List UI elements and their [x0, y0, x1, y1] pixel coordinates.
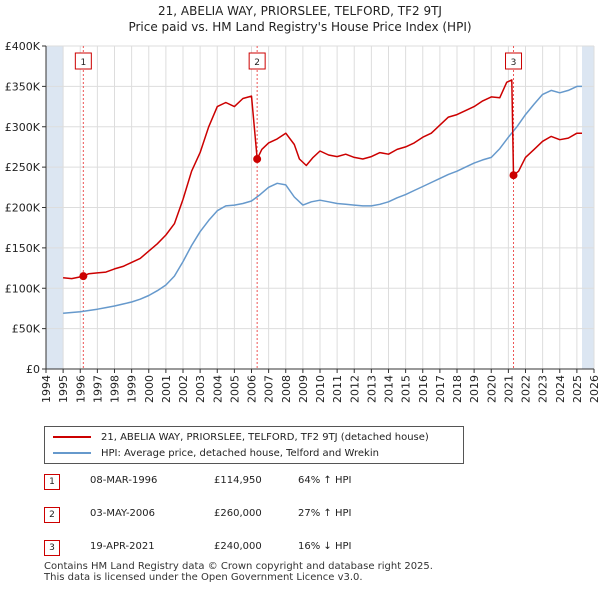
price-chart: 1 2 3 £0 £50K £100K £150K £200K £250K £300K £350K £…	[5, 40, 600, 403]
transaction-label-box	[74, 52, 92, 70]
y-tick-label: £250K	[5, 161, 41, 174]
transaction-label: 3	[511, 58, 517, 68]
legend-item-hpi: HPI: Average price, detached house, Telf…	[53, 446, 379, 460]
transaction-price: £260,000	[214, 508, 262, 519]
y-tick-label: £350K	[5, 80, 41, 93]
transaction-number-badge: 2	[44, 507, 60, 523]
transaction-point	[509, 171, 518, 180]
transaction-hpi-diff: 27% ↑ HPI	[298, 508, 352, 519]
x-tick-label: 2015	[400, 375, 413, 403]
x-tick-label: 2014	[383, 375, 396, 403]
x-tick-label: 2012	[348, 375, 361, 403]
transaction-row: 3 19-APR-2021 £240,000 16% ↓ HPI	[44, 540, 464, 556]
x-tick-label: 2009	[297, 375, 310, 403]
legend-property-label: 21, ABELIA WAY, PRIORSLEE, TELFORD, TF2 …	[101, 431, 429, 443]
hpi-line	[63, 85, 582, 315]
y-tick-label: £400K	[5, 40, 41, 53]
y-tick-label: £100K	[5, 282, 41, 295]
footer-license: This data is licensed under the Open Gov…	[44, 572, 363, 583]
x-tick-label: 2005	[228, 375, 241, 403]
x-tick-label: 2003	[194, 375, 207, 403]
transaction-point	[79, 272, 88, 281]
x-tick-label: 2008	[280, 375, 293, 403]
x-tick-label: 2004	[211, 375, 224, 403]
x-tick-label: 1995	[57, 375, 70, 403]
transaction-date: 03-MAY-2006	[90, 508, 156, 519]
transaction-row: 2 03-MAY-2006 £260,000 27% ↑ HPI	[44, 507, 464, 523]
x-tick-label: 1994	[40, 375, 53, 403]
transaction-row: 1 08-MAR-1996 £114,950 64% ↑ HPI	[44, 474, 464, 490]
chart-title: 21, ABELIA WAY, PRIORSLEE, TELFORD, TF2 …	[158, 4, 442, 18]
x-tick-label: 2021	[502, 375, 515, 403]
legend-hpi-swatch	[53, 452, 91, 454]
x-tick-label: 2013	[365, 375, 378, 403]
y-tick-label: £200K	[5, 202, 41, 215]
legend: 21, ABELIA WAY, PRIORSLEE, TELFORD, TF2 …	[44, 426, 464, 464]
transaction-price: £114,950	[214, 475, 262, 486]
x-tick-label: 2016	[417, 375, 430, 403]
transaction-price: £240,000	[214, 541, 262, 552]
x-tick-label: 2025	[571, 375, 584, 403]
transaction-hpi-diff: 64% ↑ HPI	[298, 475, 352, 486]
x-tick-label: 2020	[485, 375, 498, 403]
legend-property-swatch	[53, 436, 91, 438]
x-tick-label: 2019	[468, 375, 481, 403]
x-tick-label: 1999	[126, 375, 139, 403]
x-tick-label: 2022	[520, 375, 533, 403]
x-tick-label: 2001	[160, 375, 173, 403]
property-price-line	[63, 79, 582, 280]
transaction-date: 19-APR-2021	[90, 541, 155, 552]
x-tick-label: 1996	[74, 375, 87, 403]
x-tick-label: 2006	[246, 375, 259, 403]
x-tick-label: 2000	[143, 375, 156, 403]
x-tick-label: 2017	[434, 375, 447, 403]
y-tick-label: £150K	[5, 242, 41, 255]
chart-subtitle: Price paid vs. HM Land Registry's House …	[128, 20, 472, 34]
x-tick-label: 2002	[177, 375, 190, 403]
legend-item-property: 21, ABELIA WAY, PRIORSLEE, TELFORD, TF2 …	[53, 430, 429, 444]
x-tick-label: 2023	[537, 375, 550, 403]
transaction-number-badge: 3	[44, 540, 60, 556]
transaction-hpi-diff: 16% ↓ HPI	[298, 541, 352, 552]
x-tick-label: 2026	[588, 375, 600, 403]
transaction-label: 2	[254, 58, 260, 68]
transaction-date: 08-MAR-1996	[90, 475, 158, 486]
x-tick-label: 2011	[331, 375, 344, 403]
x-tick-label: 2010	[314, 375, 327, 403]
x-tick-label: 2007	[263, 375, 276, 403]
transaction-point	[253, 155, 262, 164]
y-tick-label: £300K	[5, 121, 41, 134]
transaction-label-box	[248, 52, 266, 70]
x-tick-label: 2018	[451, 375, 464, 403]
footer: Contains HM Land Registry data © Crown c…	[44, 561, 433, 583]
x-tick-label: 1997	[91, 375, 104, 403]
y-tick-label: £0	[26, 363, 40, 376]
x-tick-label: 1998	[109, 375, 122, 403]
transaction-number-badge: 1	[44, 474, 60, 490]
transaction-label-box	[505, 52, 523, 70]
x-tick-label: 2024	[554, 375, 567, 403]
legend-hpi-label: HPI: Average price, detached house, Telf…	[101, 447, 379, 459]
footer-copyright: Contains HM Land Registry data © Crown c…	[44, 561, 433, 572]
transaction-label: 1	[80, 58, 86, 68]
y-tick-label: £50K	[12, 323, 41, 336]
